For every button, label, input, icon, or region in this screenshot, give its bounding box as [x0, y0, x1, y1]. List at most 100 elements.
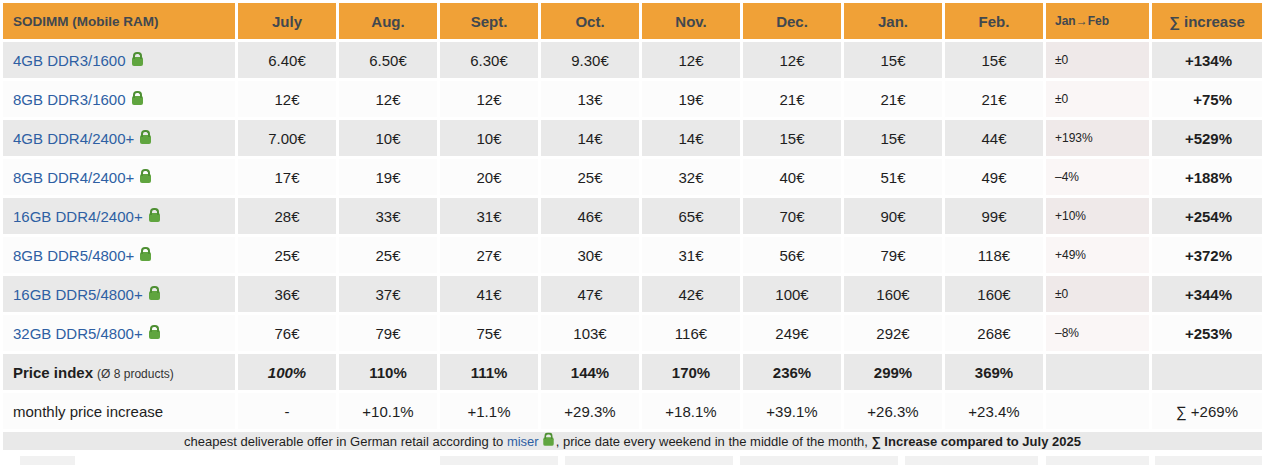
price-cell: 79€	[339, 315, 437, 351]
table-row: 16GB DDR4/2400+ 28€ 33€ 31€ 46€ 65€ 70€ …	[3, 198, 1262, 234]
table-row: 8GB DDR4/2400+ 17€ 19€ 20€ 25€ 32€ 40€ 5…	[3, 159, 1262, 195]
price-cell: 15€	[945, 42, 1043, 78]
col-header-month: Jan.	[844, 3, 942, 39]
janfeb-change-cell	[1046, 393, 1149, 429]
price-cell: 12€	[440, 81, 538, 117]
product-link[interactable]: 8GB DDR3/1600	[13, 91, 126, 108]
price-cell: 41€	[440, 276, 538, 312]
lock-icon	[140, 135, 151, 144]
price-cell: 47€	[541, 276, 639, 312]
product-link[interactable]: 4GB DDR3/1600	[13, 52, 126, 69]
table-row: 8GB DDR3/1600 12€ 12€ 12€ 13€ 19€ 21€ 21…	[3, 81, 1262, 117]
monthly-increase-row: monthly price increase - +10.1% +1.1% +2…	[3, 393, 1262, 429]
sum-increase-cell: +344%	[1152, 276, 1262, 312]
price-cell: 70€	[743, 198, 841, 234]
price-cell: 90€	[844, 198, 942, 234]
price-index-cell: 236%	[743, 354, 841, 390]
price-cell: 42€	[642, 276, 740, 312]
lock-icon	[132, 96, 143, 105]
monthly-increase-cell: +26.3%	[844, 393, 942, 429]
price-cell: 15€	[743, 120, 841, 156]
janfeb-change-cell	[1046, 354, 1149, 390]
col-header-month: Aug.	[339, 3, 437, 39]
product-link[interactable]: 8GB DDR4/2400+	[13, 169, 134, 186]
price-index-cell: 110%	[339, 354, 437, 390]
ram-price-table: SODIMM (Mobile RAM) July Aug. Sept. Oct.…	[0, 0, 1265, 453]
janfeb-change-cell: ±0	[1046, 276, 1149, 312]
price-cell: 6.40€	[238, 42, 336, 78]
price-cell: 15€	[844, 120, 942, 156]
table-row: 4GB DDR3/1600 6.40€ 6.50€ 6.30€ 9.30€ 12…	[3, 42, 1262, 78]
price-index-cell: 299%	[844, 354, 942, 390]
price-cell: 25€	[541, 159, 639, 195]
janfeb-change-cell: +49%	[1046, 237, 1149, 273]
monthly-increase-cell: +39.1%	[743, 393, 841, 429]
product-link[interactable]: 16GB DDR4/2400+	[13, 208, 143, 225]
sum-increase-cell: +253%	[1152, 315, 1262, 351]
lock-icon	[543, 437, 553, 446]
janfeb-change-cell: ±0	[1046, 42, 1149, 78]
price-cell: 19€	[339, 159, 437, 195]
price-cell: 27€	[440, 237, 538, 273]
col-header-janfeb: Jan→Feb	[1046, 3, 1149, 39]
price-cell: 31€	[440, 198, 538, 234]
sum-increase-cell: +529%	[1152, 120, 1262, 156]
price-cell: 56€	[743, 237, 841, 273]
product-link[interactable]: 16GB DDR5/4800+	[13, 286, 143, 303]
col-header-month: Feb.	[945, 3, 1043, 39]
price-cell: 79€	[844, 237, 942, 273]
footnote-text-pre: cheapest deliverable offer in German ret…	[184, 434, 507, 449]
janfeb-change-cell: ±0	[1046, 81, 1149, 117]
next-table-peek	[0, 453, 1265, 465]
price-cell: 28€	[238, 198, 336, 234]
monthly-increase-cell: +18.1%	[642, 393, 740, 429]
price-cell: 13€	[541, 81, 639, 117]
product-link[interactable]: 32GB DDR5/4800+	[13, 325, 143, 342]
price-cell: 160€	[844, 276, 942, 312]
price-cell: 12€	[642, 42, 740, 78]
sum-increase-cell: +372%	[1152, 237, 1262, 273]
product-link[interactable]: 4GB DDR4/2400+	[13, 130, 134, 147]
table-title-cell: SODIMM (Mobile RAM)	[3, 3, 235, 39]
price-index-label: Price index	[13, 364, 93, 381]
table-footnote-row: cheapest deliverable offer in German ret…	[3, 432, 1262, 450]
monthly-increase-cell: +29.3%	[541, 393, 639, 429]
product-link[interactable]: 8GB DDR5/4800+	[13, 247, 134, 264]
janfeb-change-cell: –4%	[1046, 159, 1149, 195]
monthly-increase-label: monthly price increase	[3, 393, 235, 429]
price-cell: 15€	[844, 42, 942, 78]
price-cell: 40€	[743, 159, 841, 195]
total-increase-cell: ∑ +269%	[1152, 393, 1262, 429]
price-cell: 6.50€	[339, 42, 437, 78]
price-cell: 12€	[339, 81, 437, 117]
price-cell: 19€	[642, 81, 740, 117]
price-cell: 100€	[743, 276, 841, 312]
price-index-cell: 170%	[642, 354, 740, 390]
col-header-month: July	[238, 3, 336, 39]
price-index-cell: 144%	[541, 354, 639, 390]
col-header-month: Dec.	[743, 3, 841, 39]
price-index-label-cell: Price index(Ø 8 products)	[3, 354, 235, 390]
price-cell: 49€	[945, 159, 1043, 195]
footnote-text-bold: ∑ Increase compared to July 2025	[871, 434, 1080, 449]
col-header-sum-increase: ∑ increase	[1152, 3, 1262, 39]
janfeb-change-cell: –8%	[1046, 315, 1149, 351]
monthly-increase-cell: +10.1%	[339, 393, 437, 429]
sum-increase-cell: +134%	[1152, 42, 1262, 78]
price-cell: 76€	[238, 315, 336, 351]
price-index-row: Price index(Ø 8 products) 100% 110% 111%…	[3, 354, 1262, 390]
table-footnote: cheapest deliverable offer in German ret…	[3, 432, 1262, 450]
price-cell: 31€	[642, 237, 740, 273]
price-cell: 33€	[339, 198, 437, 234]
sum-increase-cell: +254%	[1152, 198, 1262, 234]
price-cell: 21€	[945, 81, 1043, 117]
table-row: 32GB DDR5/4800+ 76€ 79€ 75€ 103€ 116€ 24…	[3, 315, 1262, 351]
price-cell: 292€	[844, 315, 942, 351]
price-index-cell: 111%	[440, 354, 538, 390]
miser-link[interactable]: miser	[507, 434, 539, 449]
table-row: 8GB DDR5/4800+ 25€ 25€ 27€ 30€ 31€ 56€ 7…	[3, 237, 1262, 273]
price-cell: 9.30€	[541, 42, 639, 78]
lock-icon	[149, 213, 160, 222]
col-header-month: Oct.	[541, 3, 639, 39]
price-cell: 75€	[440, 315, 538, 351]
